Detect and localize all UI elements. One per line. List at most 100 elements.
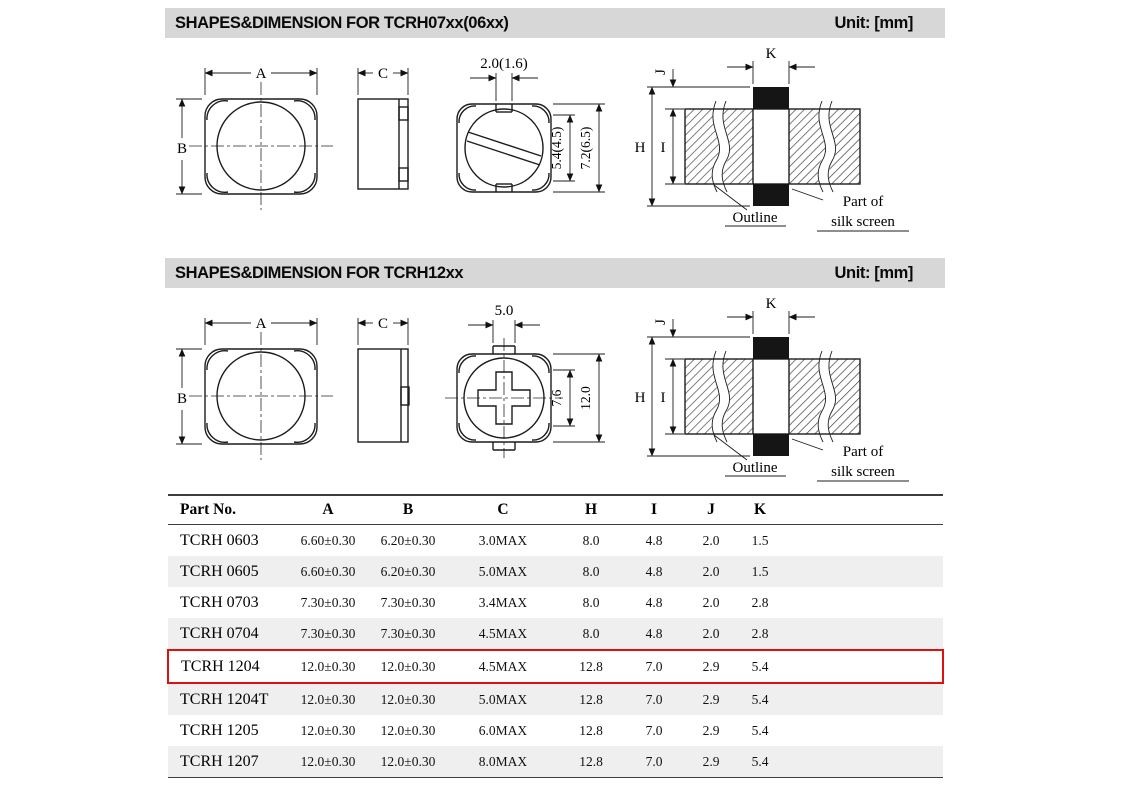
dim-h-cell: 12.8 <box>579 753 603 769</box>
dim-c-cell: 6.0MAX <box>478 722 528 738</box>
dim-a-cell: 12.0±0.30 <box>300 753 356 769</box>
dim-b-cell: 12.0±0.30 <box>380 753 436 769</box>
dim-h-cell: 12.8 <box>579 722 603 738</box>
table-row: TCRH 1207 12.0±0.30 12.0±0.30 8.0MAX 12.… <box>168 746 943 778</box>
filler-cell <box>784 556 943 587</box>
dim-i-cell: 4.8 <box>645 594 663 610</box>
drawings-tcrh12xx: A B C <box>176 296 909 482</box>
dim-label-tab-width: 2.0(1.6) <box>480 56 528 72</box>
filler-cell <box>784 618 943 650</box>
dim-c-cell: 5.0MAX <box>478 691 528 707</box>
dim-label-k: K <box>766 296 777 312</box>
dim-i-cell: 7.0 <box>645 691 663 707</box>
dim-i-cell: 4.8 <box>645 625 663 641</box>
table-row: TCRH 1204T 12.0±0.30 12.0±0.30 5.0MAX 12… <box>168 683 943 715</box>
dim-label-a: A <box>256 66 267 82</box>
dim-label-tab-width: 5.0 <box>495 303 514 319</box>
part-no-cell: TCRH 1204T <box>180 690 269 708</box>
dim-h-cell: 12.8 <box>579 691 603 707</box>
dim-a-cell: 12.0±0.30 <box>286 649 370 684</box>
dim-label-k: K <box>766 46 777 62</box>
dim-label-outer-height: 12.0 <box>578 386 593 410</box>
dim-label-inner-height: 7.6 <box>549 389 564 406</box>
dim-label-h: H <box>635 140 646 156</box>
filler-cell <box>784 715 943 746</box>
header-dim-b: B <box>370 494 446 525</box>
header-dim-c: C <box>446 494 560 525</box>
dim-label-i: I <box>661 390 666 406</box>
dim-a-cell: 6.60±0.30 <box>300 563 356 579</box>
table-row: TCRH 0603 6.60±0.30 6.20±0.30 3.0MAX 8.0… <box>168 525 943 557</box>
header-dim-h: H <box>560 494 622 525</box>
dim-c-cell: 5.0MAX <box>478 563 528 579</box>
dimension-table: Part No. A B C H I J K TCRH 0603 6.60±0.… <box>167 494 944 778</box>
part-no-cell: TCRH 0605 <box>180 562 259 580</box>
dim-c-cell: 3.4MAX <box>478 594 528 610</box>
dim-k-cell: 1.5 <box>751 532 769 548</box>
solder-pad-bottom <box>753 434 789 456</box>
dim-b-cell: 12.0±0.30 <box>380 691 436 707</box>
drawings-tcrh07xx: A B C <box>176 46 909 232</box>
dim-label-b: B <box>177 141 187 157</box>
top-view-drawing: A B <box>176 316 333 460</box>
dim-h-cell: 8.0 <box>582 594 600 610</box>
dim-b-cell: 12.0±0.30 <box>370 649 446 684</box>
dim-k-cell: 2.8 <box>751 594 769 610</box>
header-dim-j: J <box>686 494 736 525</box>
dim-k-cell: 1.5 <box>751 563 769 579</box>
dim-j-cell: 2.0 <box>702 594 720 610</box>
silk-screen-label-line1: Part of <box>843 444 883 460</box>
dim-label-outer-height: 7.2(6.5) <box>578 127 593 170</box>
dim-j-cell: 2.0 <box>702 532 720 548</box>
dim-h-cell: 12.8 <box>560 649 622 684</box>
dim-k-cell: 5.4 <box>736 649 784 684</box>
land-pattern-drawing: K H I J Outline Part of silk screen <box>635 46 909 232</box>
dim-a-cell: 7.30±0.30 <box>300 625 356 641</box>
dim-j-cell: 2.0 <box>702 563 720 579</box>
dim-j-cell: 2.9 <box>686 649 736 684</box>
dim-label-c: C <box>378 66 388 82</box>
dim-b-cell: 6.20±0.30 <box>380 563 436 579</box>
dim-b-cell: 12.0±0.30 <box>380 722 436 738</box>
top-view-drawing: A B <box>176 66 333 210</box>
filler-cell <box>784 525 943 557</box>
part-no-cell: TCRH 0703 <box>180 593 259 611</box>
solder-pad-top <box>753 87 789 109</box>
dim-k-cell: 5.4 <box>751 753 769 769</box>
dim-a-cell: 6.60±0.30 <box>300 532 356 548</box>
outline-label: Outline <box>733 460 778 476</box>
dim-b-cell: 6.20±0.30 <box>380 532 436 548</box>
dim-c-cell: 4.5MAX <box>478 625 528 641</box>
table-row: TCRH 0704 7.30±0.30 7.30±0.30 4.5MAX 8.0… <box>168 618 943 650</box>
bottom-view-drawing: 5.0 7.6 12.0 <box>445 303 605 458</box>
dim-b-cell: 7.30±0.30 <box>380 594 436 610</box>
section-header-tcrh07xx: SHAPES&DIMENSION FOR TCRH07xx(06xx) Unit… <box>165 8 945 38</box>
part-no-cell: TCRH 1207 <box>180 752 259 770</box>
dim-label-i: I <box>661 140 666 156</box>
dim-label-inner-height: 5.4(4.5) <box>549 127 564 170</box>
filler-cell <box>784 683 943 715</box>
silk-screen-label-line2: silk screen <box>831 464 895 480</box>
solder-pad-bottom <box>753 184 789 206</box>
bottom-view-drawing: 2.0(1.6) 5.4(4.5) 7.2(6.5) <box>456 56 605 193</box>
filler-cell <box>784 587 943 618</box>
dim-a-cell: 7.30±0.30 <box>300 594 356 610</box>
dim-i-cell: 7.0 <box>622 649 686 684</box>
dim-label-c: C <box>378 316 388 332</box>
header-dim-a: A <box>286 494 370 525</box>
dim-label-a: A <box>256 316 267 332</box>
dim-label-j: J <box>653 69 669 75</box>
table-row: TCRH 1204 12.0±0.30 12.0±0.30 4.5MAX 12.… <box>167 649 944 684</box>
dim-i-cell: 7.0 <box>645 753 663 769</box>
filler-cell <box>784 649 944 684</box>
outline-label: Outline <box>733 210 778 226</box>
solder-pad-top <box>753 337 789 359</box>
table-row: TCRH 0605 6.60±0.30 6.20±0.30 5.0MAX 8.0… <box>168 556 943 587</box>
section-header-tcrh12xx: SHAPES&DIMENSION FOR TCRH12xx Unit: [mm] <box>165 258 945 288</box>
section-title: SHAPES&DIMENSION FOR TCRH07xx(06xx) <box>175 13 509 32</box>
dim-label-b: B <box>177 391 187 407</box>
silk-screen-label-line1: Part of <box>843 194 883 210</box>
header-dim-k: K <box>736 494 784 525</box>
header-dim-i: I <box>622 494 686 525</box>
side-view-drawing: C <box>357 66 409 190</box>
